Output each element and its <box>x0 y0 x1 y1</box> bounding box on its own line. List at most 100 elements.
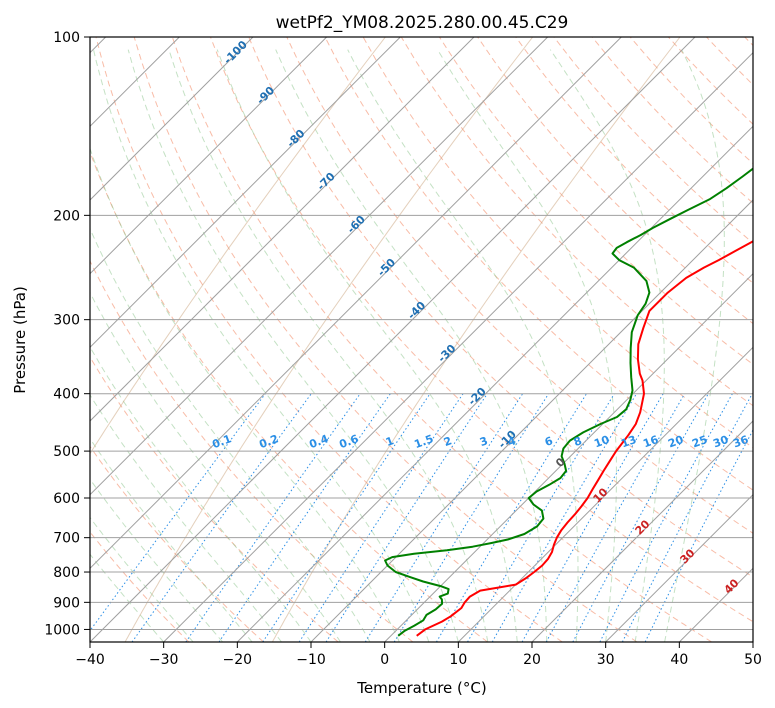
y-tick-label: 200 <box>53 208 80 224</box>
dry-adiabat <box>95 37 563 642</box>
dry-adiabat <box>210 37 753 623</box>
mixing-ratio-label: 10 <box>592 433 611 451</box>
mixing-ratio-line <box>572 393 709 642</box>
dry-adiabat <box>286 37 753 534</box>
profile-lines <box>384 167 753 637</box>
temperature-line <box>416 240 753 637</box>
mixing-ratio-label: 1.5 <box>412 432 435 451</box>
moist-adiabat <box>90 553 165 642</box>
mixing-ratio-label: 8 <box>572 434 584 449</box>
chart-title: wetPf2_YM08.2025.280.00.45.C29 <box>276 13 569 33</box>
isotherm-gridline <box>90 37 475 422</box>
isotherm-gridline <box>90 37 401 349</box>
isotherm-gridline <box>384 272 753 642</box>
background-lines <box>90 37 753 642</box>
x-tick-label: 40 <box>670 652 688 668</box>
mixing-ratio-line <box>298 393 464 642</box>
mixing-ratio-label: 4 <box>506 434 518 449</box>
moist-adiabat <box>168 49 489 642</box>
x-tick-label: 30 <box>597 652 615 668</box>
isotherm-gridline <box>90 37 254 201</box>
moist-adiabat <box>93 49 430 642</box>
mixing-ratio-label: 25 <box>690 433 709 450</box>
y-tick-label: 100 <box>53 30 80 46</box>
x-tick-label: −40 <box>75 652 105 668</box>
axis-ticks: −40 −30 −20 −10 0 10 20 30 40 5010020030040050060… <box>44 30 762 668</box>
dry-adiabat <box>324 37 753 491</box>
mixing-ratio-label: 36 <box>731 433 750 451</box>
mixing-ratio-line <box>491 393 637 642</box>
mixing-ratio-label: 13 <box>619 433 638 450</box>
reference-curve <box>90 37 386 455</box>
moist-adiabat <box>549 49 665 642</box>
y-tick-label: 800 <box>53 565 80 581</box>
moist-adiabat <box>90 437 253 642</box>
moist-adiabat <box>127 49 459 642</box>
mixing-ratio-label: 6 <box>543 434 555 449</box>
y-tick-label: 1000 <box>44 622 80 638</box>
x-tick-label: 20 <box>523 652 541 668</box>
x-axis-title: Temperature (°C) <box>356 679 486 697</box>
moist-adiabat <box>347 49 579 642</box>
moist-adiabat <box>90 291 341 642</box>
mixing-ratio-line <box>521 393 664 642</box>
x-tick-label: 50 <box>744 652 762 668</box>
mixing-ratio-line <box>467 393 615 642</box>
moist-adiabat <box>216 49 518 642</box>
y-tick-label: 900 <box>53 595 80 611</box>
mixing-ratio-label: 0.2 <box>257 432 280 451</box>
mixing-ratio-label: 16 <box>641 433 660 451</box>
x-tick-label: 0 <box>380 652 389 668</box>
mixing-ratio-label: 30 <box>711 433 730 451</box>
y-axis-title: Pressure (hPa) <box>11 286 29 394</box>
dry-adiabat <box>90 356 339 642</box>
dry-adiabat <box>90 259 414 642</box>
y-tick-label: 600 <box>53 491 80 507</box>
isotherm-gridline <box>236 125 753 642</box>
mixing-ratio-line <box>364 393 524 642</box>
plot-frame <box>89 36 754 643</box>
moist-adiabat <box>90 227 371 642</box>
mixing-ratio-label: 1 <box>384 434 396 449</box>
y-tick-label: 300 <box>53 313 80 329</box>
x-tick-label: −20 <box>223 652 253 668</box>
moist-adiabat <box>90 394 282 642</box>
y-tick-label: 400 <box>53 387 80 403</box>
x-tick-label: −30 <box>149 652 179 668</box>
moist-adiabat <box>664 49 725 642</box>
dry-adiabat <box>248 37 753 578</box>
reference-curve <box>124 37 534 642</box>
mixing-ratio-label: 20 <box>666 433 685 451</box>
mixing-ratio-line <box>325 393 488 642</box>
dry-adiabat <box>171 37 712 642</box>
isotherm-gridline <box>531 420 753 642</box>
y-tick-label: 500 <box>53 444 80 460</box>
isotherm-gridline <box>310 199 753 642</box>
x-tick-label: −10 <box>296 652 326 668</box>
mixing-ratio-line <box>131 393 312 642</box>
mixing-ratio-line <box>393 393 550 642</box>
isotherm-gridline <box>90 37 549 496</box>
isotherm-gridline <box>90 37 696 642</box>
reference-curve <box>271 37 681 642</box>
mixing-ratio-line <box>545 393 686 642</box>
x-tick-label: 10 <box>449 652 467 668</box>
y-tick-label: 700 <box>53 531 80 547</box>
mixing-ratio-label: 2 <box>442 434 454 449</box>
dry-adiabat <box>90 445 264 642</box>
moist-adiabat <box>275 49 548 642</box>
isotherm-gridline <box>605 493 753 642</box>
mixing-ratio-line <box>644 428 753 642</box>
mixing-ratio-line <box>262 393 431 642</box>
isotherm-gridline <box>90 37 328 275</box>
moist-adiabat <box>437 49 617 642</box>
moist-adiabat <box>90 516 194 642</box>
mixing-ratio-label: 0.4 <box>307 432 330 451</box>
isotherm-gridline <box>90 37 622 570</box>
mixing-ratio-label: 0.1 <box>210 432 233 451</box>
dry-adiabat <box>515 37 753 284</box>
isotherm-gridline <box>163 51 753 642</box>
mixing-ratio-label: 0.6 <box>337 432 360 451</box>
